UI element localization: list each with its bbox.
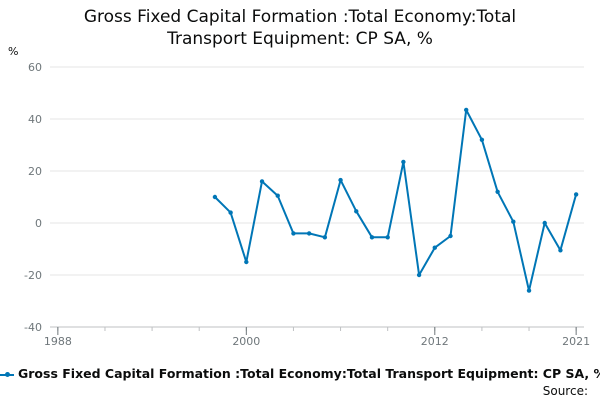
y-tick-label: 60: [28, 61, 42, 74]
data-point[interactable]: [511, 219, 516, 224]
data-point[interactable]: [526, 288, 532, 293]
y-axis-label: %: [8, 45, 18, 58]
data-point[interactable]: [542, 220, 547, 226]
chart-title-line-2: Transport Equipment: CP SA, %: [167, 29, 433, 49]
data-point[interactable]: [306, 231, 312, 236]
data-point[interactable]: [416, 272, 422, 278]
y-tick-label: 0: [35, 217, 42, 230]
y-tick-label: 40: [28, 113, 42, 126]
data-point[interactable]: [354, 209, 359, 214]
axis-layer: -40 -20 0 20 40 60% 1988 2000 2012 2021: [8, 45, 590, 348]
x-tick-label: 2000: [232, 335, 260, 348]
data-point[interactable]: [495, 189, 500, 194]
data-point[interactable]: [385, 235, 390, 240]
chart-title: Gross Fixed Capital Formation :Total Eco…: [0, 6, 600, 50]
legend-label: Gross Fixed Capital Formation :Total Eco…: [18, 366, 600, 381]
x-tick-label: 1988: [44, 335, 72, 348]
source-label: Source:: [542, 384, 588, 398]
data-point[interactable]: [291, 231, 296, 236]
data-point[interactable]: [432, 245, 437, 250]
data-point[interactable]: [464, 107, 469, 113]
y-tick-label: -20: [24, 269, 42, 282]
data-point[interactable]: [448, 233, 453, 239]
legend-swatch: [0, 370, 14, 380]
data-point[interactable]: [228, 210, 233, 215]
y-tick-label: -40: [24, 321, 42, 334]
chart-title-line-1: Gross Fixed Capital Formation :Total Eco…: [83, 7, 517, 27]
data-point[interactable]: [322, 235, 328, 240]
x-tick-label: 2021: [562, 335, 590, 348]
data-point[interactable]: [244, 259, 249, 265]
x-tick-label: 2012: [421, 335, 449, 348]
data-point[interactable]: [369, 235, 375, 240]
legend[interactable]: Gross Fixed Capital Formation :Total Eco…: [0, 366, 600, 381]
data-point[interactable]: [558, 248, 563, 253]
series-layer: [212, 107, 579, 293]
data-point[interactable]: [338, 177, 343, 183]
data-point[interactable]: [479, 137, 485, 142]
data-point[interactable]: [573, 192, 579, 197]
data-point[interactable]: [259, 179, 265, 184]
series-line: [214, 108, 578, 292]
data-point[interactable]: [275, 193, 280, 198]
data-point[interactable]: [212, 194, 218, 200]
data-point[interactable]: [401, 159, 406, 165]
y-tick-label: 20: [28, 165, 42, 178]
grid-layer: [50, 66, 584, 328]
